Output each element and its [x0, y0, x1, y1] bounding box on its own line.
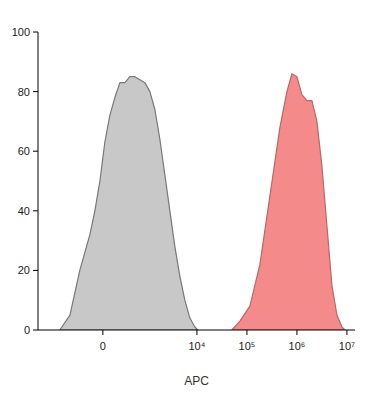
y-tick-label: 0: [24, 324, 30, 336]
y-tick: [33, 151, 38, 152]
y-tick: [33, 270, 38, 271]
x-tick: [196, 330, 197, 335]
y-tick: [33, 330, 38, 331]
x-tick-label: 0: [100, 340, 106, 352]
x-tick: [102, 330, 103, 335]
y-tick-label: 40: [18, 205, 30, 217]
x-tick-label: 10⁷: [339, 340, 355, 352]
y-tick-label: 100: [12, 26, 30, 38]
x-axis-label: APC: [184, 374, 209, 388]
plot-area: [60, 74, 345, 330]
y-tick: [33, 32, 38, 33]
histogram-area: [232, 74, 345, 330]
x-tick: [246, 330, 247, 335]
y-tick-label: 80: [18, 86, 30, 98]
y-axis-line: [38, 32, 39, 330]
x-tick-label: 10⁴: [188, 340, 205, 352]
x-tick-label: 10⁵: [239, 340, 256, 352]
x-tick: [346, 330, 347, 335]
chart: 0 20 40 60 80 100 0 10⁴ 10⁵ 10⁶ 10⁷ APC: [0, 0, 378, 400]
x-tick-label: 10⁶: [289, 340, 306, 352]
y-tick-label: 60: [18, 145, 30, 157]
y-tick: [33, 91, 38, 92]
x-tick: [296, 330, 297, 335]
y-tick-label: 20: [18, 264, 30, 276]
y-tick: [33, 210, 38, 211]
histogram-area: [60, 77, 198, 330]
